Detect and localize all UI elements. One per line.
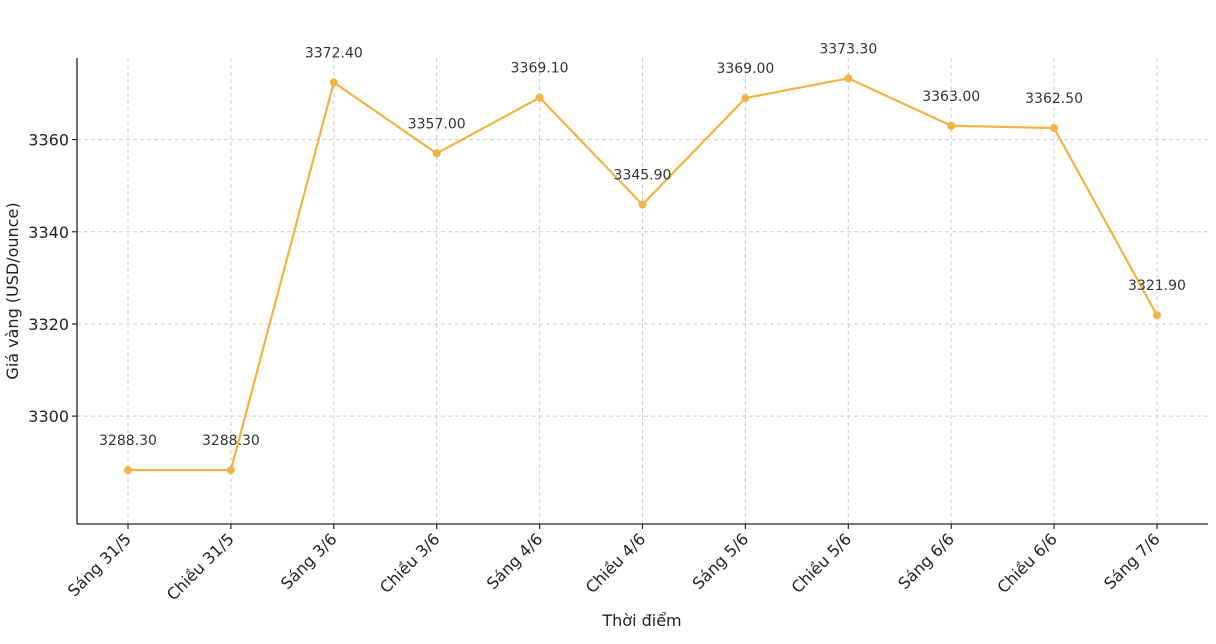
data-point <box>1050 124 1059 133</box>
data-point <box>638 200 647 209</box>
x-tick-label: Chiều 31/5 <box>163 529 238 604</box>
data-point <box>226 466 235 475</box>
data-label: 3369.00 <box>716 61 774 77</box>
grid <box>77 58 1208 524</box>
x-tick-label: Sáng 7/6 <box>1100 529 1164 593</box>
x-ticks: Sáng 31/5 Chiều 31/5 Sáng 3/6 Chiều 3/6 Sáng… <box>64 524 1164 604</box>
data-point <box>329 78 338 87</box>
data-label: 3362.50 <box>1025 91 1083 107</box>
x-tick-label: Chiều 5/6 <box>788 529 856 597</box>
x-tick-label: Chiều 3/6 <box>376 529 444 597</box>
data-label: 3345.90 <box>614 168 672 184</box>
x-tick-label: Chiều 6/6 <box>993 529 1061 597</box>
data-label: 3288.30 <box>202 433 260 449</box>
data-point <box>1153 311 1161 320</box>
data-label: 3288.30 <box>99 433 157 449</box>
y-tick-label: 3360 <box>28 131 69 150</box>
data-label: 3357.00 <box>408 116 466 132</box>
data-point <box>844 74 853 83</box>
y-ticks: 3300 3320 3340 3360 <box>28 131 77 426</box>
y-axis-title: Giá vàng (USD/ounce) <box>3 202 22 379</box>
data-label: 3372.40 <box>305 45 363 61</box>
y-tick-label: 3300 <box>28 407 69 426</box>
data-point <box>432 149 441 158</box>
data-point <box>535 93 544 102</box>
data-label: 3373.30 <box>819 41 877 57</box>
data-point <box>124 466 132 475</box>
series-gold-price <box>124 74 1161 475</box>
x-tick-label: Sáng 31/5 <box>64 529 135 600</box>
data-point <box>947 121 956 130</box>
data-label: 3321.90 <box>1128 278 1186 294</box>
data-labels: 3288.30 3288.30 3372.40 3357.00 3369.10 3345.… <box>99 41 1186 449</box>
x-tick-label: Sáng 4/6 <box>483 529 547 593</box>
x-tick-label: Sáng 5/6 <box>689 529 753 593</box>
x-tick-label: Sáng 3/6 <box>277 529 341 593</box>
x-tick-label: Sáng 6/6 <box>894 529 958 593</box>
y-tick-label: 3340 <box>28 223 69 242</box>
x-tick-label: Chiều 4/6 <box>582 529 650 597</box>
data-label: 3363.00 <box>922 89 980 105</box>
data-point <box>741 94 750 103</box>
data-label: 3369.10 <box>511 61 569 77</box>
y-tick-label: 3320 <box>28 315 69 334</box>
x-axis-title: Thời điểm <box>601 611 681 630</box>
